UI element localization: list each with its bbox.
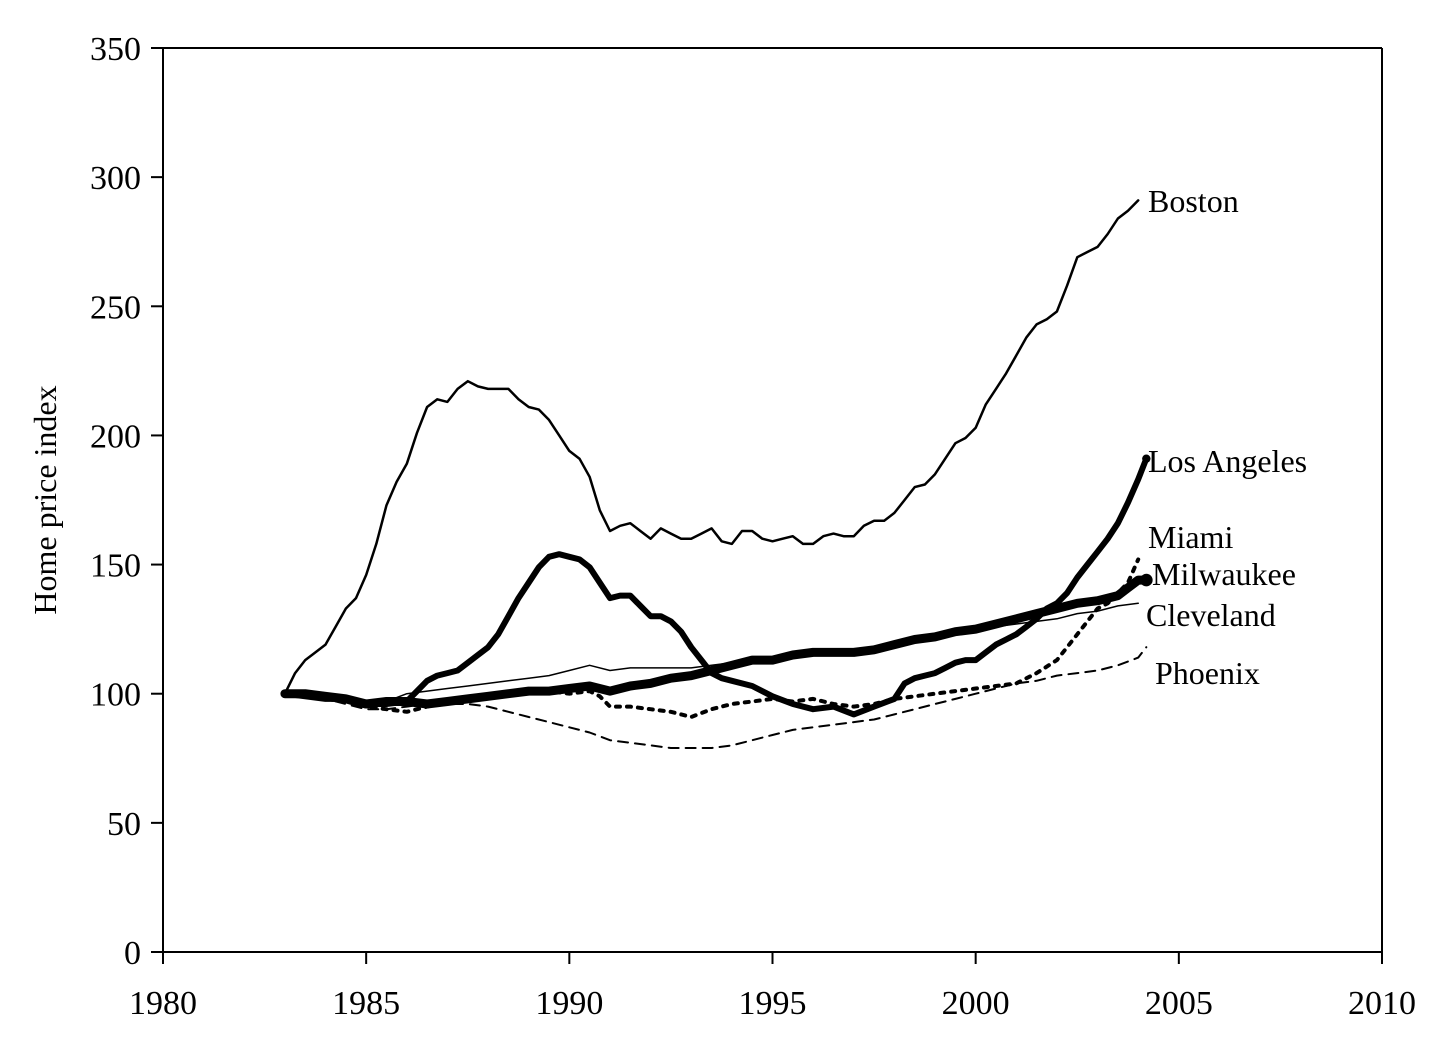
series-label-cleveland: Cleveland	[1146, 597, 1276, 633]
x-tick-label: 1990	[535, 985, 603, 1022]
series-label-milwaukee: Milwaukee	[1152, 556, 1296, 592]
series-lines	[280, 199, 1153, 749]
series-line-los-angeles	[281, 455, 1150, 718]
y-tick-label: 250	[90, 289, 141, 326]
x-tick-label: 1980	[129, 985, 197, 1022]
x-tick-label: 2000	[942, 985, 1010, 1022]
y-tick-label: 200	[90, 418, 141, 455]
y-tick-label: 100	[90, 677, 141, 714]
axes: 1980 1985 1990 1995 2000 2005 2010 0 50 100 150 20…	[90, 31, 1416, 1022]
x-tick-label: 2010	[1348, 985, 1416, 1022]
y-axis-ticks: 0 50 100 150 200 250 300 350	[90, 31, 163, 972]
series-label-los-angeles: Los Angeles	[1148, 443, 1307, 479]
series-end-marker	[1140, 573, 1153, 587]
series-label-boston: Boston	[1148, 183, 1239, 219]
y-tick-label: 0	[124, 935, 141, 972]
y-axis-title: Home price index	[27, 385, 63, 614]
x-axis-ticks: 1980 1985 1990 1995 2000 2005 2010	[129, 952, 1416, 1022]
y-tick-label: 300	[90, 160, 141, 197]
series-label-phoenix: Phoenix	[1155, 655, 1260, 691]
x-tick-label: 1985	[332, 985, 400, 1022]
y-tick-label: 150	[90, 548, 141, 585]
series-line-boston	[283, 199, 1140, 695]
series-label-miami: Miami	[1148, 519, 1233, 555]
y-tick-label: 50	[107, 806, 141, 843]
x-tick-label: 2005	[1145, 985, 1213, 1022]
y-tick-label: 350	[90, 31, 141, 68]
series-line-phoenix	[283, 646, 1148, 749]
series-line-milwaukee	[280, 575, 1151, 709]
x-tick-label: 1995	[739, 985, 807, 1022]
series-end-marker	[1142, 454, 1151, 463]
